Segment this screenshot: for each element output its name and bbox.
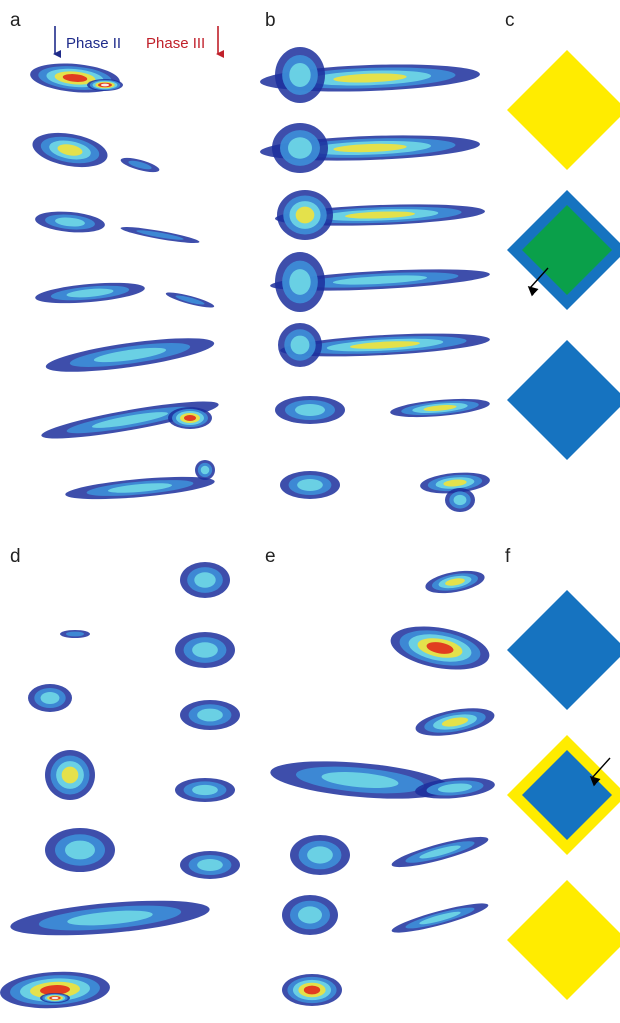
contour — [443, 479, 467, 487]
panel-label: a — [10, 10, 21, 31]
diamond — [507, 50, 620, 170]
contour — [136, 230, 184, 240]
contour — [100, 83, 110, 87]
contour — [66, 288, 114, 298]
contour — [40, 692, 60, 704]
contour — [200, 465, 210, 475]
contour — [453, 494, 467, 506]
contour — [57, 144, 83, 156]
contour — [303, 985, 321, 995]
contour — [192, 784, 218, 796]
contour — [419, 845, 461, 859]
contour — [345, 211, 415, 219]
contour — [40, 985, 70, 995]
contour — [175, 295, 205, 305]
contour — [297, 479, 323, 491]
contour — [298, 906, 322, 924]
contour — [289, 269, 311, 295]
contour — [295, 206, 315, 224]
contour — [289, 63, 311, 87]
contour — [445, 578, 465, 586]
contour — [426, 642, 454, 654]
arrow — [589, 757, 611, 787]
panel-label: c — [505, 10, 515, 31]
contour — [128, 160, 152, 170]
arrow — [527, 267, 549, 297]
contour — [333, 143, 407, 153]
contour — [437, 783, 473, 793]
contour — [441, 717, 469, 727]
diamond — [507, 340, 620, 460]
contour — [307, 846, 333, 864]
contour — [92, 412, 168, 428]
contour — [65, 840, 95, 860]
contour — [61, 766, 79, 784]
contour — [62, 74, 88, 82]
panel-label: f — [505, 546, 511, 567]
contour — [197, 859, 223, 871]
contour-plots — [0, 47, 495, 1009]
contour — [423, 404, 457, 412]
contour — [51, 996, 59, 1000]
contour — [295, 404, 325, 416]
contour — [288, 137, 312, 159]
panel-label: d — [10, 546, 21, 567]
contour — [290, 335, 310, 355]
contour — [333, 73, 407, 83]
diamond — [507, 590, 620, 710]
contour — [55, 217, 85, 227]
contour — [66, 631, 84, 637]
contour — [107, 483, 173, 493]
contour — [419, 911, 461, 925]
panel-label: b — [265, 10, 276, 31]
contour — [194, 572, 216, 588]
contour — [197, 708, 223, 722]
contour — [184, 415, 196, 421]
contour — [332, 275, 428, 285]
contour — [350, 341, 420, 349]
panel-label: e — [265, 546, 276, 567]
diamond — [507, 880, 620, 1000]
contour — [192, 642, 218, 658]
contour — [67, 910, 153, 926]
contour — [321, 772, 399, 788]
phase-label: Phase III — [146, 35, 205, 52]
phase-label: Phase II — [66, 35, 121, 52]
contour — [93, 347, 167, 363]
diamond — [522, 750, 612, 840]
